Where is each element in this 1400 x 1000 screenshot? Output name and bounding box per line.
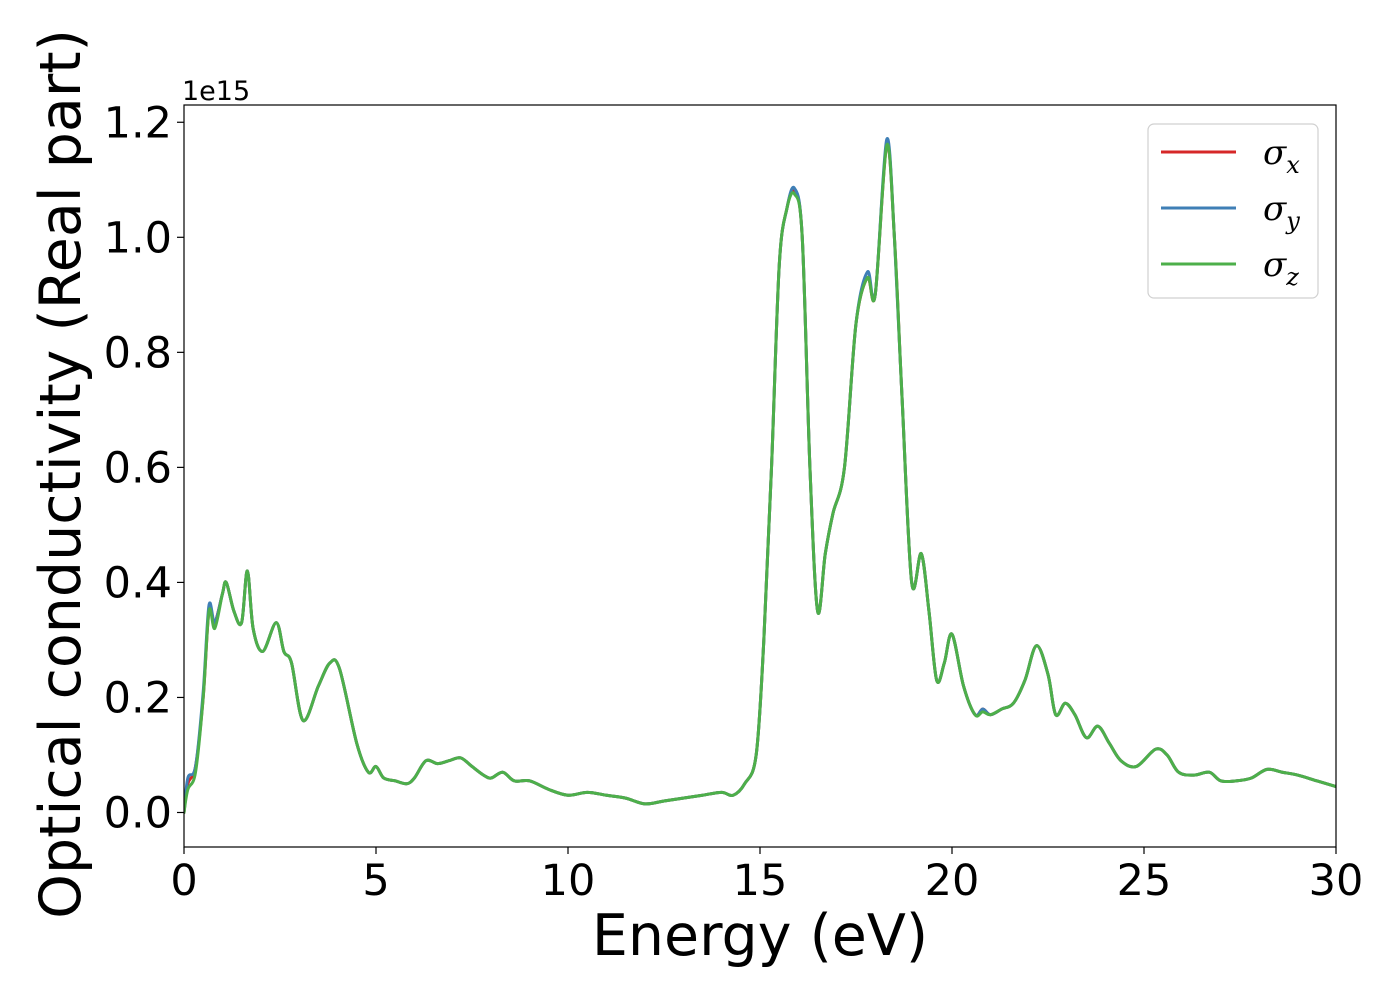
series-layer [184,137,1336,814]
legend-label-x: σx [1263,133,1300,179]
x-tick-label: 15 [733,856,788,906]
legend-label-y: σy [1263,189,1300,235]
x-tick-label: 20 [925,856,980,906]
x-axis-title: Energy (eV) [592,903,928,969]
y-tick-label: 0.4 [104,558,172,608]
x-tick-label: 10 [541,856,596,906]
x-tick-label: 5 [362,856,389,906]
x-axis-ticks: 0 5 10 15 20 25 30 [170,847,1363,906]
y-tick-label: 1.2 [104,98,172,148]
y-offset-label: 1e15 [182,76,250,107]
legend: σx σy σz [1147,123,1319,299]
y-tick-label: 0.6 [104,443,172,493]
legend-label-z: σz [1263,245,1299,291]
y-axis-ticks: 0.0 0.2 0.4 0.6 0.8 1.0 1.2 [104,98,184,838]
y-tick-label: 0.8 [104,328,172,378]
y-axis-title: Optical conductivity (Real part) [28,29,94,919]
x-tick-label: 25 [1117,856,1172,906]
legend-box [1147,123,1319,299]
x-tick-label: 0 [170,856,197,906]
y-tick-label: 0.0 [104,788,172,838]
y-tick-label: 1.0 [104,213,172,263]
y-tick-label: 0.2 [104,673,172,723]
x-tick-label: 30 [1309,856,1364,906]
series-line-z [184,142,1336,814]
